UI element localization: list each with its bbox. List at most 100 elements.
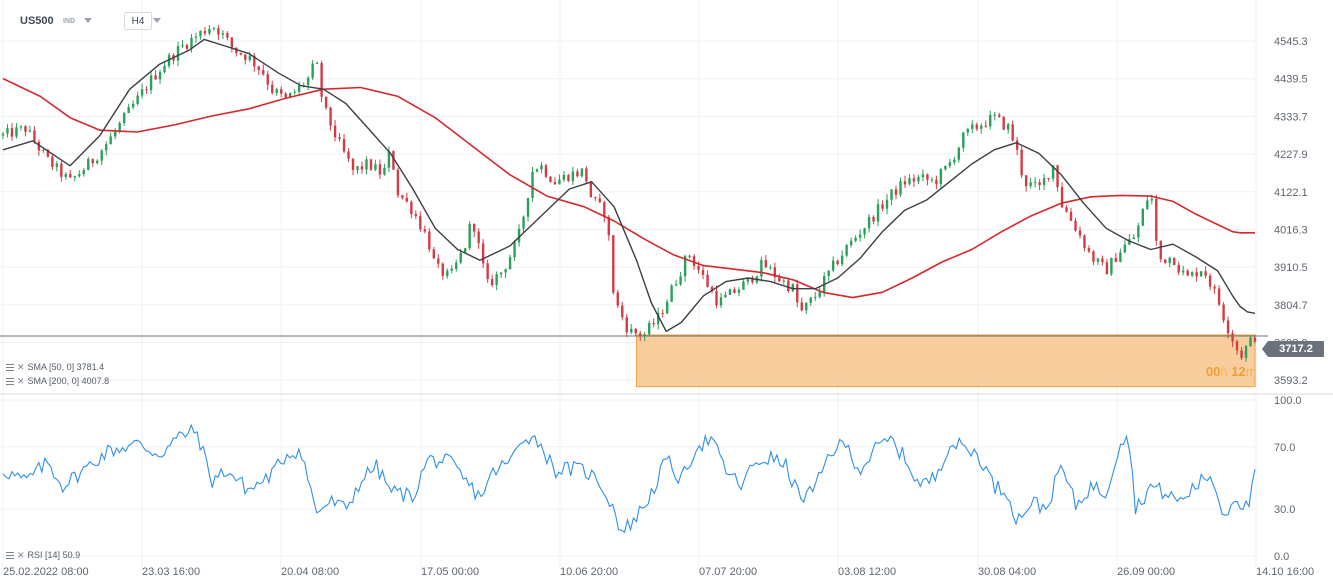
candle-body [280,89,283,94]
candle-body [971,124,974,129]
candle-body [329,107,332,126]
timeframe-dropdown-icon[interactable] [153,18,161,23]
candle-body [989,114,992,127]
candle-body [1128,239,1131,245]
candle-body [441,263,444,276]
candle-body [1195,272,1198,277]
candle-body [1132,237,1136,240]
candle-body [670,285,673,302]
candle-body [899,181,902,195]
candle-body [60,163,63,177]
candle-body [392,151,395,170]
candle-body [1182,270,1185,273]
y-tick-label: 4122.1 [1274,187,1308,199]
candle-body [73,176,76,178]
candle-body [818,291,821,297]
candle-body [459,252,462,263]
candle-body [347,151,350,159]
candle-body [1150,198,1153,201]
y-tick-label: 4545.3 [1274,36,1308,48]
candle-body [1033,182,1037,184]
y-tick-label: 4333.7 [1274,111,1308,123]
candle-body [1159,240,1162,260]
candle-body [383,167,386,175]
candle-body [544,165,548,177]
candle-body [158,72,162,80]
candle-body [531,171,534,199]
candle-body [1,133,5,136]
menu-icon[interactable] [6,377,14,385]
candle-body [369,159,373,170]
rsi-label: RSI [14] 50.9 [27,550,81,560]
candle-body [109,136,112,145]
candle-body [19,126,23,128]
candle-body [253,55,256,67]
candle-body [993,114,996,116]
candle-body [1042,178,1046,185]
sma50-line [2,38,1256,333]
candle-body [203,30,207,34]
candle-body [1092,251,1095,262]
candle-body [585,168,588,182]
candle-body [674,284,678,286]
candle-body [293,91,296,93]
candle-body [549,176,552,183]
candle-body [69,173,72,178]
candle-body [64,173,68,177]
candle-body [858,234,862,238]
market-label: IND [63,17,76,25]
candle-body [455,262,458,269]
candle-body [594,197,597,199]
y-tick-label: 3910.5 [1274,262,1308,274]
candle-body [733,289,736,293]
candle-body [338,137,341,140]
candle-body [621,305,624,318]
sma50-legend[interactable]: ✕ SMA [50, 0] 3781.4 [6,361,104,373]
close-icon[interactable]: ✕ [17,549,25,560]
candle-body [1244,346,1248,358]
candle-body [728,289,732,295]
candle-body [315,63,319,65]
candle-body [136,95,139,104]
candle-body [1213,286,1216,289]
candle-body [154,75,157,80]
candle-body [405,197,409,202]
candle-body [984,125,987,127]
y-tick-label: 4227.9 [1274,149,1308,161]
candle-body [320,63,323,97]
candle-body [849,240,853,246]
grid-lines [0,0,1257,570]
candle-body [1029,182,1032,187]
candle-body [464,248,467,253]
candle-body [782,280,786,282]
candle-body [710,286,714,292]
candle-body [437,258,440,264]
candle-body [1083,235,1086,249]
rsi-legend[interactable]: ✕ RSI [14] 50.9 [6,549,80,561]
candle-body [540,165,543,170]
last-price-tag: 3717.2 [1262,341,1324,357]
candle-body [1173,257,1176,265]
candle-body [468,223,471,249]
candle-body [598,198,602,203]
candle-body [603,202,606,217]
sma200-legend[interactable]: ✕ SMA [200, 0] 4007.8 [6,375,109,387]
candle-body [374,164,377,170]
candle-body [208,28,211,34]
symbol-label[interactable]: US500 [20,15,54,27]
symbol-dropdown-icon[interactable] [84,18,92,23]
close-icon[interactable]: ✕ [17,375,25,386]
candle-body [567,174,570,182]
rsi-tick-label: 0.0 [1274,551,1289,563]
timeframe-select[interactable]: H4 [124,12,152,30]
candle-body [499,272,503,275]
candle-body [1222,304,1225,321]
candle-body [872,216,875,222]
rsi-line [2,423,1256,534]
candle-body [145,89,148,91]
menu-icon[interactable] [6,363,14,371]
close-icon[interactable]: ✕ [17,361,25,372]
candle-body [1047,178,1050,180]
menu-icon[interactable] [6,551,14,559]
